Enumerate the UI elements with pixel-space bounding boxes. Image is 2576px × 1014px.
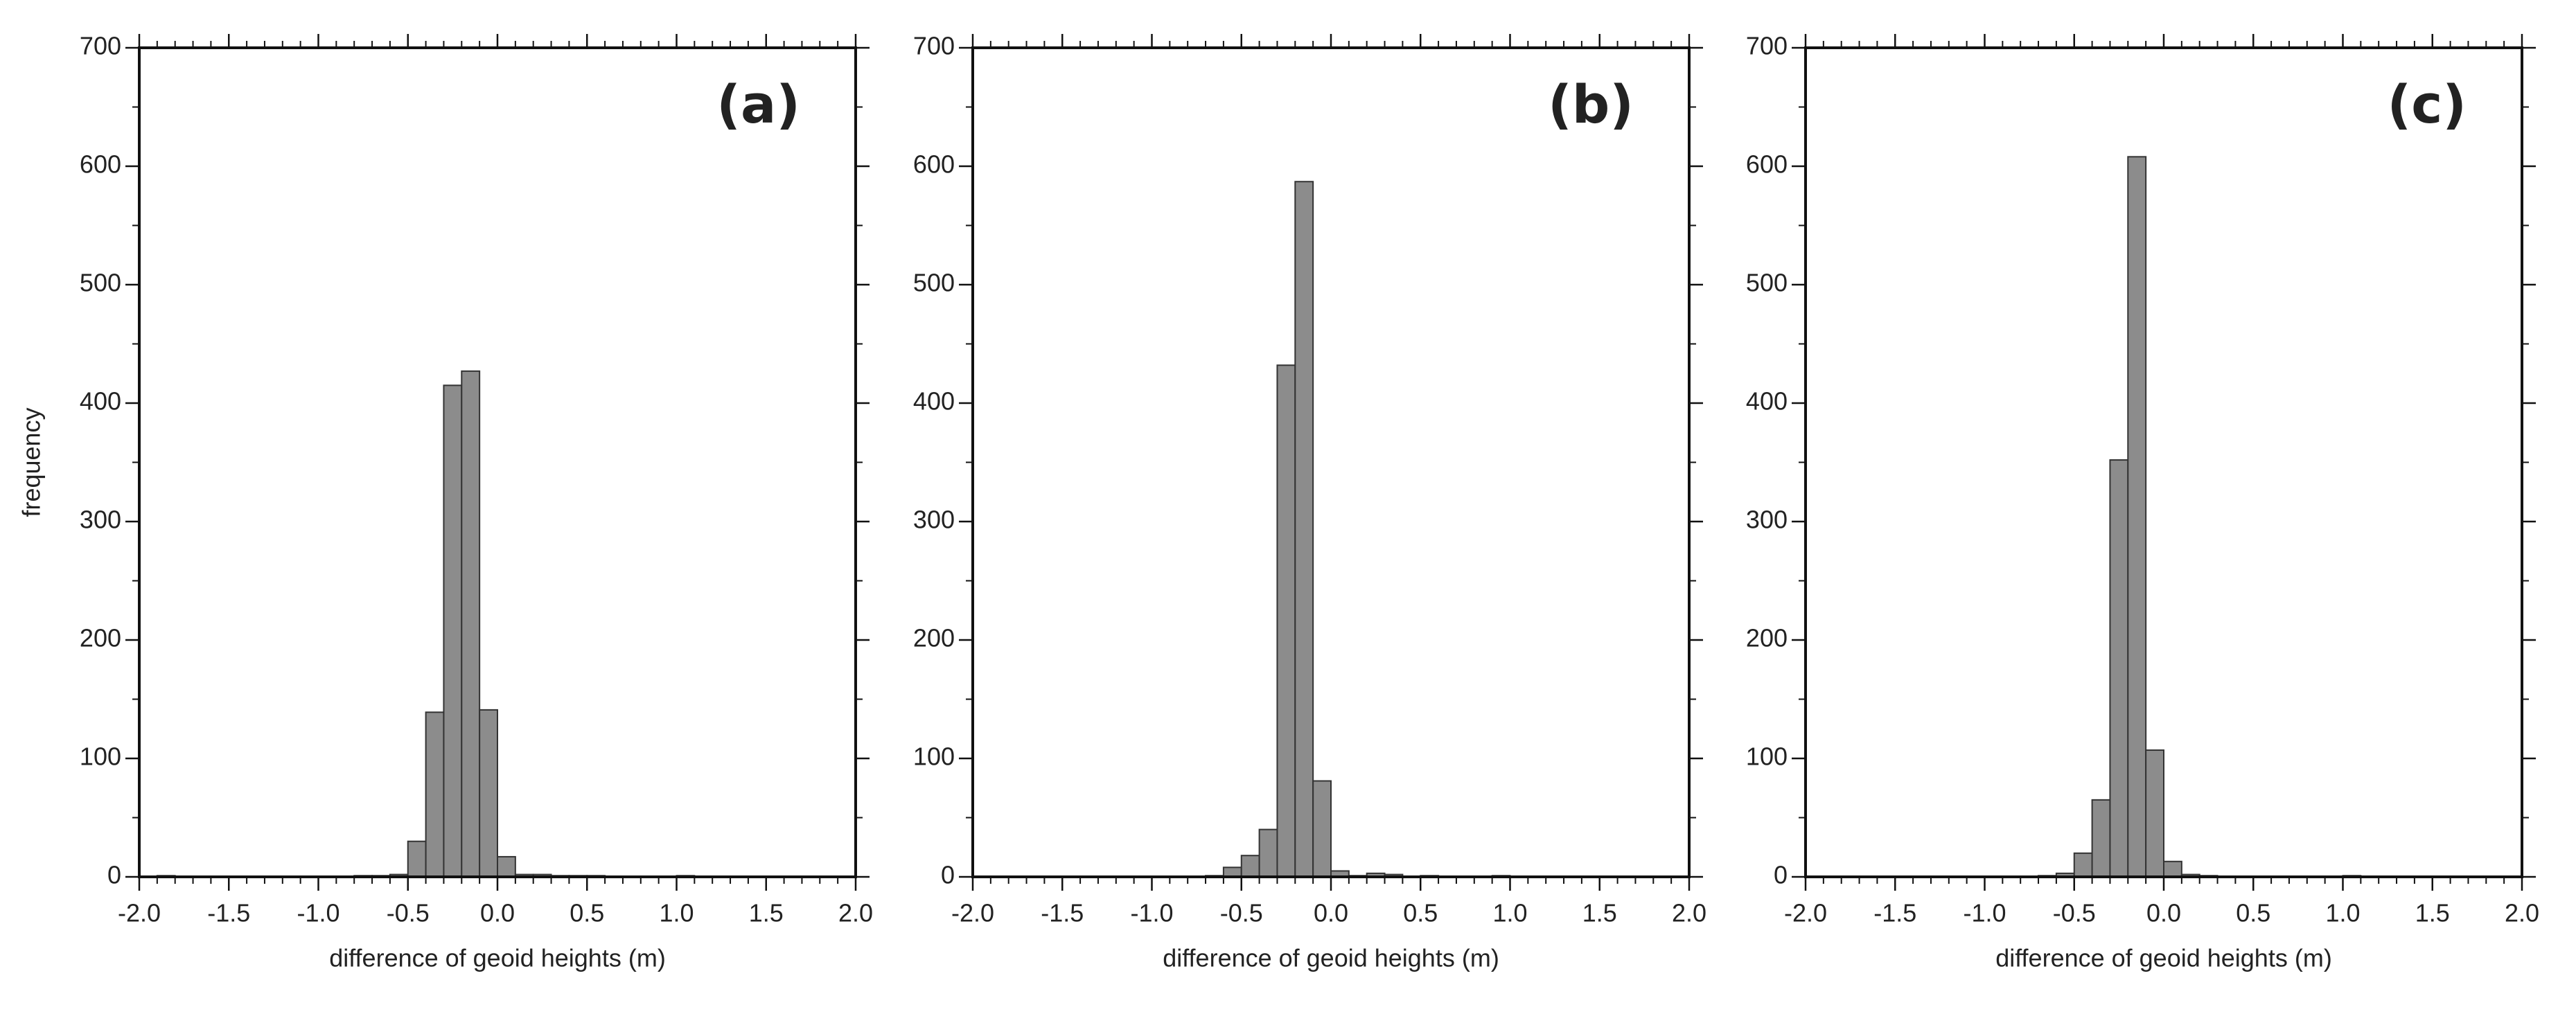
bar [407,840,427,878]
y-tick-label: 600 [1746,150,1788,179]
plot-frame [971,46,1691,878]
x-tick-label: 1.0 [659,899,694,927]
x-tick-label: 0.5 [1403,899,1438,927]
x-axis-label: difference of geoid heights (m) [1163,944,1499,972]
y-tick-label: 300 [80,506,121,534]
bar [2145,749,2164,878]
x-tick-label: 1.5 [749,899,784,927]
bar [2073,852,2093,878]
bar [2163,860,2182,878]
bar [1240,855,1260,878]
x-tick-label: 0.0 [480,899,515,927]
bar [479,709,499,878]
x-tick-label: 0.5 [570,899,604,927]
bar [1222,866,1242,878]
y-tick-label: 100 [80,742,121,771]
x-tick-label: 1.0 [1492,899,1527,927]
y-tick-label: 600 [913,150,955,179]
x-tick-label: -0.5 [387,899,430,927]
y-tick-label: 700 [1746,32,1788,60]
x-tick-label: -2.0 [118,899,161,927]
y-tick-label: 500 [80,269,121,297]
bar [461,370,481,878]
y-tick-label: 0 [1774,861,1788,889]
bar [497,855,516,878]
x-tick-label: -1.0 [297,899,339,927]
x-axis-label: difference of geoid heights (m) [1995,944,2332,972]
y-tick-label: 500 [913,269,955,297]
x-tick-label: -1.5 [1873,899,1916,927]
bar [1294,181,1314,878]
y-tick-label: 100 [1746,742,1788,771]
y-tick-label: 200 [80,624,121,652]
x-tick-label: 2.0 [838,899,873,927]
panel: -2.0 -1.5 -1.0 -0.5 0.0 0.5 1.0 1.5 2.0 0 100 200 30… [913,32,1706,972]
x-tick-label: -0.5 [1220,899,1263,927]
x-tick-label: -1.0 [1963,899,2006,927]
x-tick-label: -2.0 [1784,899,1827,927]
bar [2109,459,2129,878]
panel: -2.0 -1.5 -1.0 -0.5 0.0 0.5 1.0 1.5 2.0 0 100 200 30… [17,32,874,972]
y-tick-label: 0 [107,861,121,889]
x-tick-label: -0.5 [2053,899,2096,927]
y-tick-label: 400 [1746,387,1788,416]
x-tick-label: 0.0 [2146,899,2181,927]
y-tick-label: 400 [913,387,955,416]
x-tick-label: 0.5 [2236,899,2270,927]
panel-title: (c) [2387,73,2467,135]
panel-title: (b) [1548,73,1634,135]
x-tick-label: 0.0 [1314,899,1348,927]
bar [2127,156,2147,878]
bar [1276,364,1296,878]
y-tick-label: 200 [1746,624,1788,652]
x-tick-label: 2.0 [2505,899,2539,927]
x-axis-label: difference of geoid heights (m) [329,944,666,972]
x-tick-label: 1.5 [1582,899,1617,927]
bar [425,711,445,878]
y-tick-label: 200 [913,624,955,652]
y-tick-label: 700 [913,32,955,60]
y-tick-label: 400 [80,387,121,416]
y-tick-label: 700 [80,32,121,60]
bar [1258,828,1278,878]
y-tick-label: 500 [1746,269,1788,297]
x-tick-label: -2.0 [951,899,994,927]
x-tick-label: 1.0 [2325,899,2360,927]
y-tick-label: 0 [941,861,955,889]
x-tick-label: -1.5 [207,899,250,927]
bar [443,384,463,878]
y-axis-label: frequency [17,407,46,517]
x-tick-label: 1.5 [2415,899,2450,927]
panel-title: (a) [716,73,800,135]
x-tick-label: -1.0 [1130,899,1173,927]
x-tick-label: -1.5 [1041,899,1084,927]
x-tick-label: 2.0 [1672,899,1706,927]
y-tick-label: 100 [913,742,955,771]
panel: -2.0 -1.5 -1.0 -0.5 0.0 0.5 1.0 1.5 2.0 0 100 200 30… [1746,32,2539,972]
bar [2091,799,2111,878]
y-tick-label: 600 [80,150,121,179]
y-tick-label: 300 [1746,506,1788,534]
y-tick-label: 300 [913,506,955,534]
bar [1312,780,1332,878]
